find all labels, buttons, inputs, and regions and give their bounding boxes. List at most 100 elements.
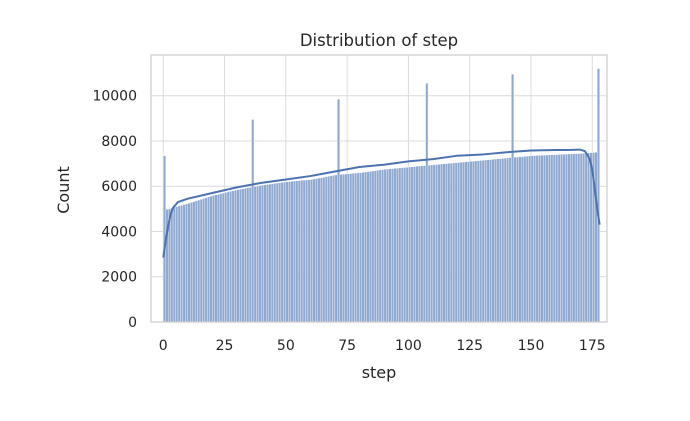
- histogram-bar: [552, 154, 556, 323]
- histogram-bar: [278, 182, 282, 323]
- y-tick-label: 10000: [92, 89, 137, 105]
- histogram-bar: [182, 204, 186, 323]
- histogram-bar: [364, 171, 367, 323]
- histogram-bar: [275, 182, 279, 323]
- histogram-bar: [175, 206, 179, 323]
- histogram-bar: [373, 170, 377, 323]
- histogram-bar: [459, 162, 463, 323]
- y-axis-label: Count: [54, 166, 73, 214]
- histogram-bar: [305, 179, 309, 323]
- y-axis-ticks: 0 2000 4000 6000 8000 10000: [92, 89, 137, 331]
- histogram-bar: [391, 168, 394, 323]
- histogram-bar: [180, 205, 184, 323]
- histogram-bar: [214, 194, 218, 323]
- histogram-bar: [525, 155, 529, 323]
- histogram-bar: [288, 181, 291, 323]
- histogram-bar: [413, 166, 416, 323]
- histogram-bar: [219, 193, 223, 323]
- histogram-bar: [574, 153, 578, 323]
- histogram-bar: [430, 164, 434, 323]
- histogram-bar: [452, 162, 456, 323]
- histogram-bar: [251, 119, 255, 323]
- histogram-bar: [582, 153, 586, 323]
- histogram-bar: [334, 174, 338, 323]
- histogram-bar: [270, 183, 274, 323]
- kde-curve-group: [162, 148, 601, 258]
- histogram-bar: [344, 173, 348, 323]
- histogram-bar: [562, 154, 566, 323]
- histogram-bar: [498, 158, 502, 323]
- x-tick-label: 75: [338, 338, 356, 354]
- histogram-bar: [503, 158, 507, 323]
- histogram-bar: [202, 198, 206, 323]
- histogram-bar: [209, 195, 213, 323]
- histogram-bar: [521, 156, 524, 323]
- histogram-bar: [246, 187, 250, 323]
- x-axis-ticks: 0 25 50 75 100 125 150 175: [159, 338, 606, 354]
- histogram-bar: [570, 153, 573, 323]
- histogram-bar: [494, 158, 497, 323]
- histogram-bar: [442, 163, 446, 323]
- histogram-bar: [501, 158, 505, 323]
- histogram-bar: [496, 158, 500, 323]
- histogram-bar: [445, 163, 448, 323]
- histogram-bar: [236, 189, 240, 323]
- histogram-bar: [454, 162, 458, 323]
- histogram-bar: [484, 159, 488, 323]
- histogram-bar: [354, 172, 358, 323]
- histogram-bar: [285, 181, 289, 323]
- chart-title: Distribution of step: [300, 31, 458, 50]
- histogram-bar: [226, 191, 230, 323]
- histogram-bar: [543, 154, 546, 323]
- histogram-bar: [315, 178, 318, 323]
- histogram-bar: [273, 183, 277, 323]
- histogram-bar: [383, 169, 387, 323]
- histogram-bar: [427, 165, 431, 323]
- histogram-bar: [346, 173, 350, 323]
- histogram-bar: [435, 164, 439, 323]
- histogram-bar: [474, 160, 478, 323]
- histogram-bar: [369, 171, 372, 323]
- histogram-bar: [332, 175, 336, 323]
- histogram-bar: [457, 162, 461, 323]
- histogram-bar: [425, 83, 429, 323]
- histogram-bar: [187, 203, 191, 323]
- x-tick-label: 50: [277, 338, 295, 354]
- histogram-bar: [359, 172, 363, 323]
- histogram-bar: [386, 168, 389, 323]
- histogram-bar: [489, 159, 492, 323]
- y-tick-label: 6000: [101, 179, 137, 195]
- histogram-bar: [312, 178, 316, 323]
- histogram-bar: [378, 169, 382, 323]
- histogram-bar: [481, 160, 485, 323]
- x-tick-label: 25: [216, 338, 234, 354]
- histogram-bar: [437, 164, 441, 323]
- histogram-bar: [280, 182, 284, 323]
- histogram-bar: [204, 197, 208, 323]
- kde-curve: [162, 148, 601, 258]
- histogram-bar: [229, 191, 233, 323]
- histogram-bar: [547, 154, 551, 323]
- histogram-bar: [324, 176, 328, 323]
- histogram-bar: [172, 207, 176, 323]
- histogram-bar: [361, 172, 365, 323]
- histogram-bar: [565, 153, 568, 323]
- histogram-bar: [319, 177, 323, 323]
- histogram-bar: [234, 190, 237, 323]
- histogram-bar: [221, 192, 225, 323]
- histogram-bar: [300, 180, 304, 323]
- histogram-bar: [310, 179, 313, 323]
- histogram-bar: [410, 166, 414, 323]
- histogram-bar: [297, 180, 301, 323]
- histogram-bar: [418, 165, 421, 323]
- histogram-bar: [530, 155, 534, 323]
- plot-frame: [150, 54, 608, 323]
- histogram-bar: [371, 170, 375, 323]
- histogram-bar: [550, 154, 554, 323]
- histogram-bar: [194, 200, 198, 323]
- histogram-bar: [381, 169, 385, 323]
- histogram-bar: [447, 163, 451, 323]
- x-tick-label: 175: [579, 338, 606, 354]
- histogram-bar: [393, 168, 397, 323]
- histogram-bar: [594, 152, 598, 323]
